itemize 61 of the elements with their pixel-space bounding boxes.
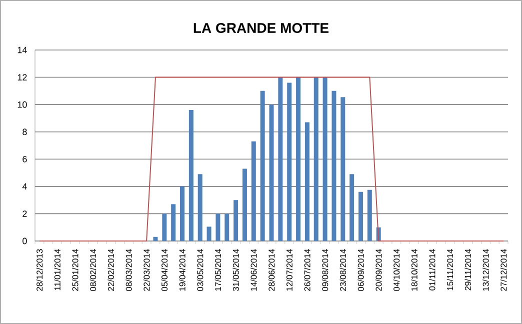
x-tick-label: 28/12/2013	[36, 249, 43, 291]
bar	[304, 122, 310, 241]
x-tick-label: 14/06/2014	[250, 249, 257, 291]
x-tick-label: 05/04/2014	[161, 249, 168, 292]
bar	[332, 90, 336, 241]
y-tick-label: 4	[22, 183, 27, 190]
bar	[188, 110, 194, 241]
y-tick-label: 8	[22, 128, 27, 136]
bar	[350, 174, 354, 241]
bar	[322, 77, 328, 241]
x-tick-label: 22/03/2014	[143, 249, 150, 291]
x-tick-label: 09/08/2014	[322, 249, 328, 292]
bar	[153, 236, 158, 241]
x-tick-label: 25/01/2014	[72, 249, 78, 291]
bar	[296, 77, 301, 241]
bar	[171, 204, 176, 241]
x-tick-label: 28/06/2014	[268, 249, 275, 291]
x-tick-label: 04/10/2014	[393, 249, 400, 292]
y-tick-label: 10	[18, 101, 27, 108]
x-tick-label: 13/12/2014	[482, 249, 489, 291]
chart-title: LA GRANDE MOTTE	[194, 23, 329, 33]
bar	[260, 90, 265, 241]
bar	[314, 77, 318, 241]
x-tick-label: 26/07/2014	[304, 249, 310, 291]
x-tick-label: 06/09/2014	[358, 249, 364, 292]
bar	[198, 174, 202, 241]
bar	[162, 214, 167, 241]
x-tick-label: 08/03/2014	[126, 249, 132, 292]
bar	[216, 214, 220, 241]
y-tick-label: 0	[22, 238, 27, 244]
x-tick-label: 29/11/2014	[464, 249, 471, 290]
x-tick-label: 18/10/2014	[411, 249, 418, 291]
y-tick-label: 2	[22, 210, 27, 217]
bar	[242, 168, 247, 241]
y-tick-label: 12	[18, 74, 27, 80]
x-tick-label: 31/05/2014	[232, 249, 239, 292]
x-tick-label: 27/12/2014	[500, 249, 507, 291]
x-tick-label: 11/01/2014	[54, 249, 60, 290]
x-tick-label: 20/09/2014	[375, 249, 382, 291]
bar	[287, 82, 292, 241]
x-tick-label: 23/08/2014	[340, 249, 346, 291]
bar	[206, 226, 212, 241]
bar	[269, 104, 274, 241]
x-tick-label: 19/04/2014	[179, 249, 186, 291]
x-tick-label: 12/07/2014	[286, 249, 292, 291]
x-tick-label: 01/11/2014	[429, 249, 436, 290]
y-tick-label: 6	[22, 156, 27, 162]
x-tick-label: 08/02/2014	[90, 249, 96, 292]
x-tick-label: 22/02/2014	[108, 249, 114, 291]
bar	[358, 192, 363, 241]
bar	[340, 97, 346, 241]
bar	[234, 200, 238, 241]
y-tick-label: 14	[18, 46, 27, 54]
bar	[224, 214, 230, 241]
bar	[367, 190, 372, 241]
bar	[251, 141, 256, 241]
bar	[180, 186, 185, 241]
bar	[278, 77, 283, 241]
x-tick-label: 17/05/2014	[214, 249, 222, 291]
x-tick-label: 03/05/2014	[196, 249, 204, 292]
x-tick-label: 15/11/2014	[446, 249, 454, 290]
